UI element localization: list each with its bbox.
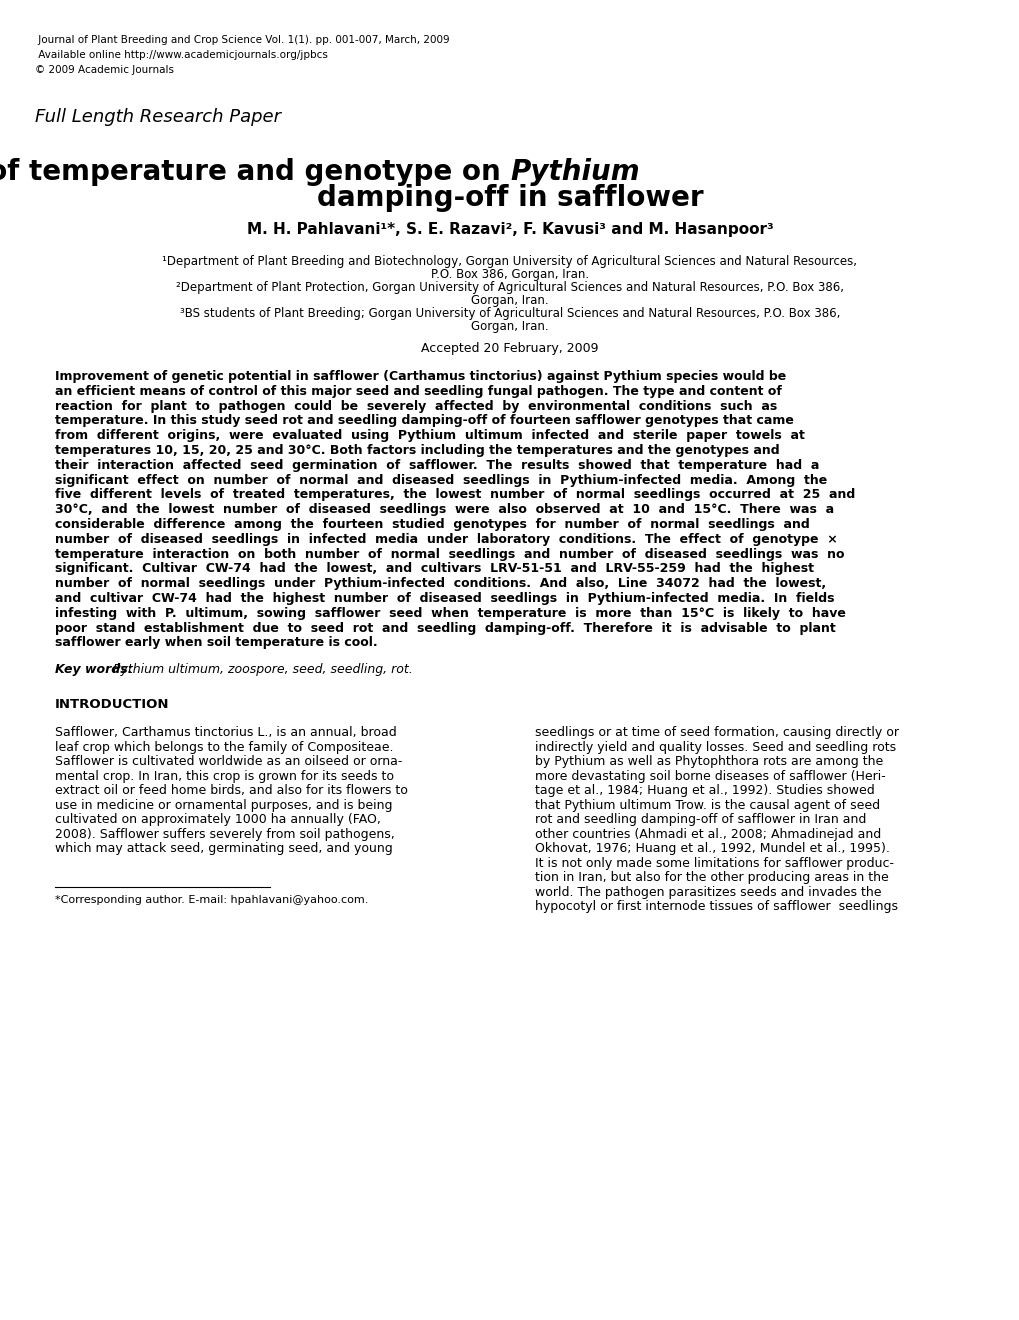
Text: from  different  origins,  were  evaluated  using  Pythium  ultimum  infected  a: from different origins, were evaluated u… — [55, 429, 804, 442]
Text: indirectly yield and quality losses. Seed and seedling rots: indirectly yield and quality losses. See… — [535, 741, 896, 754]
Text: their  interaction  affected  seed  germination  of  safflower.  The  results  s: their interaction affected seed germinat… — [55, 459, 818, 471]
Text: and  cultivar  CW-74  had  the  highest  number  of  diseased  seedlings  in  Py: and cultivar CW-74 had the highest numbe… — [55, 591, 834, 605]
Text: ³BS students of Plant Breeding; Gorgan University of Agricultural Sciences and N: ³BS students of Plant Breeding; Gorgan U… — [179, 308, 840, 319]
Text: considerable  difference  among  the  fourteen  studied  genotypes  for  number : considerable difference among the fourte… — [55, 517, 809, 531]
Text: world. The pathogen parasitizes seeds and invades the: world. The pathogen parasitizes seeds an… — [535, 886, 880, 899]
Text: M. H. Pahlavani¹*, S. E. Razavi², F. Kavusi³ and M. Hasanpoor³: M. H. Pahlavani¹*, S. E. Razavi², F. Kav… — [247, 222, 772, 238]
Text: other countries (Ahmadi et al., 2008; Ahmadinejad and: other countries (Ahmadi et al., 2008; Ah… — [535, 828, 880, 841]
Text: temperatures 10, 15, 20, 25 and 30°C. Both factors including the temperatures an: temperatures 10, 15, 20, 25 and 30°C. Bo… — [55, 444, 779, 457]
Text: which may attack seed, germinating seed, and young: which may attack seed, germinating seed,… — [55, 842, 392, 855]
Text: use in medicine or ornamental purposes, and is being: use in medicine or ornamental purposes, … — [55, 799, 392, 812]
Text: P.O. Box 386, Gorgan, Iran.: P.O. Box 386, Gorgan, Iran. — [430, 268, 589, 281]
Text: Key words:: Key words: — [55, 663, 137, 676]
Text: Gorgan, Iran.: Gorgan, Iran. — [471, 294, 548, 308]
Text: significant  effect  on  number  of  normal  and  diseased  seedlings  in  Pythi: significant effect on number of normal a… — [55, 474, 826, 487]
Text: © 2009 Academic Journals: © 2009 Academic Journals — [35, 65, 174, 75]
Text: tage et al., 1984; Huang et al., 1992). Studies showed: tage et al., 1984; Huang et al., 1992). … — [535, 784, 874, 797]
Text: *Corresponding author. E-mail: hpahlavani@yahoo.com.: *Corresponding author. E-mail: hpahlavan… — [55, 895, 368, 904]
Text: more devastating soil borne diseases of safflower (Heri-: more devastating soil borne diseases of … — [535, 770, 884, 783]
Text: Pythium: Pythium — [510, 158, 639, 186]
Text: an efficient means of control of this major seed and seedling fungal pathogen. T: an efficient means of control of this ma… — [55, 385, 782, 397]
Text: number  of  diseased  seedlings  in  infected  media  under  laboratory  conditi: number of diseased seedlings in infected… — [55, 533, 837, 545]
Text: ¹Department of Plant Breeding and Biotechnology, Gorgan University of Agricultur: ¹Department of Plant Breeding and Biotec… — [162, 255, 857, 268]
Text: 2008). Safflower suffers severely from soil pathogens,: 2008). Safflower suffers severely from s… — [55, 828, 394, 841]
Text: Pythium ultimum, zoospore, seed, seedling, rot.: Pythium ultimum, zoospore, seed, seedlin… — [113, 663, 413, 676]
Text: temperature  interaction  on  both  number  of  normal  seedlings  and  number  : temperature interaction on both number o… — [55, 548, 844, 561]
Text: Safflower, Carthamus tinctorius L., is an annual, broad: Safflower, Carthamus tinctorius L., is a… — [55, 726, 396, 739]
Text: leaf crop which belongs to the family of Compositeae.: leaf crop which belongs to the family of… — [55, 741, 393, 754]
Text: Available online http://www.academicjournals.org/jpbcs: Available online http://www.academicjour… — [35, 50, 327, 59]
Text: Improvement of genetic potential in safflower (Carthamus tinctorius) against Pyt: Improvement of genetic potential in saff… — [55, 370, 786, 383]
Text: rot and seedling damping-off of safflower in Iran and: rot and seedling damping-off of safflowe… — [535, 813, 865, 826]
Text: temperature. In this study seed rot and seedling damping-off of fourteen safflow: temperature. In this study seed rot and … — [55, 414, 793, 428]
Text: It is not only made some limitations for safflower produc-: It is not only made some limitations for… — [535, 857, 893, 870]
Text: Accepted 20 February, 2009: Accepted 20 February, 2009 — [421, 342, 598, 355]
Text: seedlings or at time of seed formation, causing directly or: seedlings or at time of seed formation, … — [535, 726, 898, 739]
Text: Okhovat, 1976; Huang et al., 1992, Mundel et al., 1995).: Okhovat, 1976; Huang et al., 1992, Munde… — [535, 842, 889, 855]
Text: mental crop. In Iran, this crop is grown for its seeds to: mental crop. In Iran, this crop is grown… — [55, 770, 393, 783]
Text: hypocotyl or first internode tissues of safflower  seedlings: hypocotyl or first internode tissues of … — [535, 900, 897, 913]
Text: tion in Iran, but also for the other producing areas in the: tion in Iran, but also for the other pro… — [535, 871, 888, 884]
Text: significant.  Cultivar  CW-74  had  the  lowest,  and  cultivars  LRV-51-51  and: significant. Cultivar CW-74 had the lowe… — [55, 562, 813, 576]
Text: infesting  with  P.  ultimum,  sowing  safflower  seed  when  temperature  is  m: infesting with P. ultimum, sowing safflo… — [55, 607, 845, 620]
Text: Journal of Plant Breeding and Crop Science Vol. 1(1). pp. 001-007, March, 2009: Journal of Plant Breeding and Crop Scien… — [35, 36, 449, 45]
Text: Safflower is cultivated worldwide as an oilseed or orna-: Safflower is cultivated worldwide as an … — [55, 755, 401, 768]
Text: Full Length Research Paper: Full Length Research Paper — [35, 108, 280, 125]
Text: by Pythium as well as Phytophthora rots are among the: by Pythium as well as Phytophthora rots … — [535, 755, 882, 768]
Text: reaction  for  plant  to  pathogen  could  be  severely  affected  by  environme: reaction for plant to pathogen could be … — [55, 400, 776, 413]
Text: ²Department of Plant Protection, Gorgan University of Agricultural Sciences and : ²Department of Plant Protection, Gorgan … — [176, 281, 843, 294]
Text: damping-off in safflower: damping-off in safflower — [316, 183, 703, 213]
Text: extract oil or feed home birds, and also for its flowers to: extract oil or feed home birds, and also… — [55, 784, 408, 797]
Text: poor  stand  establishment  due  to  seed  rot  and  seedling  damping-off.  The: poor stand establishment due to seed rot… — [55, 622, 835, 635]
Text: that Pythium ultimum Trow. is the causal agent of seed: that Pythium ultimum Trow. is the causal… — [535, 799, 879, 812]
Text: five  different  levels  of  treated  temperatures,  the  lowest  number  of  no: five different levels of treated tempera… — [55, 488, 854, 502]
Text: number  of  normal  seedlings  under  Pythium-infected  conditions.  And  also, : number of normal seedlings under Pythium… — [55, 577, 825, 590]
Text: Influence of temperature and genotype on: Influence of temperature and genotype on — [0, 158, 510, 186]
Text: 30°C,  and  the  lowest  number  of  diseased  seedlings  were  also  observed  : 30°C, and the lowest number of diseased … — [55, 503, 834, 516]
Text: INTRODUCTION: INTRODUCTION — [55, 698, 169, 711]
Text: safflower early when soil temperature is cool.: safflower early when soil temperature is… — [55, 636, 377, 649]
Text: cultivated on approximately 1000 ha annually (FAO,: cultivated on approximately 1000 ha annu… — [55, 813, 380, 826]
Text: Gorgan, Iran.: Gorgan, Iran. — [471, 319, 548, 333]
